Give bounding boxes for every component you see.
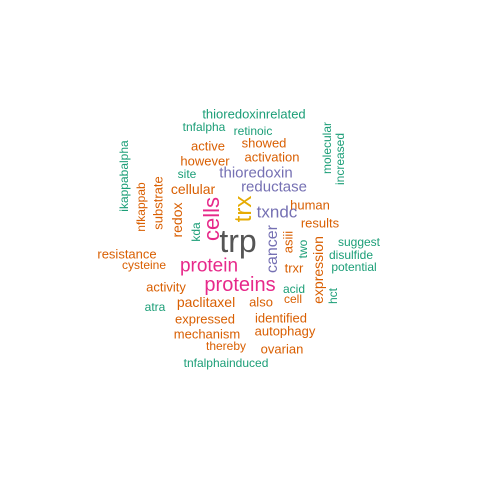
word-hct: hct [326, 287, 340, 305]
word-tnfalphainduced: tnfalphainduced [183, 356, 269, 370]
word-paclitaxel: paclitaxel [176, 294, 236, 310]
word-reductase: reductase [241, 178, 307, 196]
word-trx: trx [230, 195, 257, 223]
word-however: however [180, 153, 230, 169]
word-ikappabalpha: ikappabalpha [117, 140, 131, 212]
word-showed: showed [241, 135, 287, 151]
word-resistance: resistance [97, 246, 157, 262]
word-autophagy: autophagy [254, 323, 316, 339]
word-thioredoxinrelated: thioredoxinrelated [202, 106, 306, 122]
word-txndc: txndc [256, 202, 298, 222]
word-retinoic: retinoic [233, 124, 273, 138]
word-activation: activation [244, 149, 300, 165]
word-trp: trp [219, 223, 257, 259]
word-asiii: asiii [280, 230, 296, 254]
word-also: also [249, 294, 273, 310]
word-atra: atra [144, 300, 166, 314]
word-nfkappab: nfkappab [134, 182, 148, 232]
word-human: human [290, 197, 330, 213]
word-cell: cell [283, 292, 303, 306]
word-mechanism: mechanism [173, 326, 241, 342]
word-redox: redox [169, 202, 185, 238]
word-thereby: thereby [205, 339, 247, 353]
word-expression: expression [310, 236, 326, 304]
word-trxr: trxr [284, 260, 304, 276]
word-suggest: suggest [337, 235, 381, 249]
word-tnfalpha: tnfalpha [182, 120, 226, 134]
word-identified: identified [254, 310, 308, 326]
word-ovarian: ovarian [260, 341, 304, 357]
word-expressed: expressed [175, 311, 235, 327]
word-two: two [296, 239, 310, 259]
word-activity: activity [146, 279, 186, 295]
word-cysteine: cysteine [121, 258, 167, 272]
word-kda: kda [189, 222, 203, 242]
word-disulfide: disulfide [328, 248, 374, 262]
word-cellular: cellular [170, 181, 216, 197]
word-protein: protein [179, 255, 239, 277]
word-cells: cells [199, 196, 224, 242]
word-molecular: molecular [320, 121, 334, 175]
word-substrate: substrate [150, 176, 166, 230]
word-active: active [191, 138, 225, 154]
word-proteins: proteins [204, 274, 276, 296]
word-potential: potential [331, 260, 377, 274]
word-site: site [177, 167, 197, 181]
word-acid: acid [282, 282, 306, 296]
word-thioredoxin: thioredoxin [219, 164, 293, 182]
word-results: results [300, 215, 340, 231]
word-increased: increased [333, 132, 347, 186]
word-cancer: cancer [264, 224, 281, 274]
